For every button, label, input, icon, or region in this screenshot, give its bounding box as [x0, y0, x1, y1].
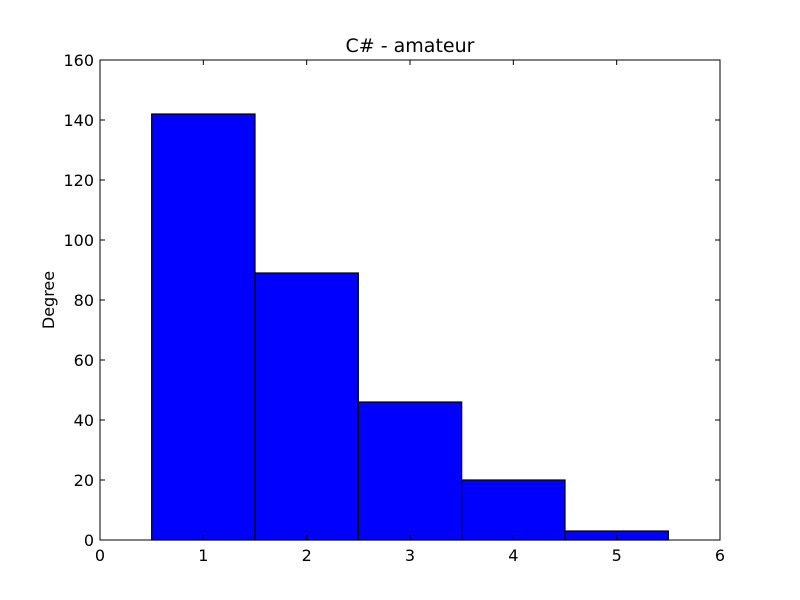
y-tick-label: 20 [74, 471, 94, 490]
x-tick-label: 3 [405, 546, 415, 565]
bar-4 [461, 479, 566, 541]
y-tick-label: 80 [74, 291, 94, 310]
x-tick-label: 4 [508, 546, 518, 565]
bar-2 [254, 272, 359, 541]
bar-3 [357, 401, 463, 541]
x-tick-label: 6 [715, 546, 725, 565]
y-tick-label: 0 [84, 531, 94, 550]
y-tick-label: 120 [63, 171, 94, 190]
y-tick-label: 100 [63, 231, 94, 250]
y-tick-label: 60 [74, 351, 94, 370]
bars-group [151, 113, 669, 541]
bar-1 [151, 113, 256, 541]
x-tick-label: 0 [95, 546, 105, 565]
x-tick-label: 2 [302, 546, 312, 565]
y-tick-label: 160 [63, 51, 94, 70]
y-axis-label: Degree [39, 271, 58, 329]
x-tick-label: 5 [612, 546, 622, 565]
y-tick-label: 40 [74, 411, 94, 430]
chart-title: C# - amateur [346, 35, 475, 57]
y-tick-label: 140 [63, 111, 94, 130]
x-tick-label: 1 [198, 546, 208, 565]
